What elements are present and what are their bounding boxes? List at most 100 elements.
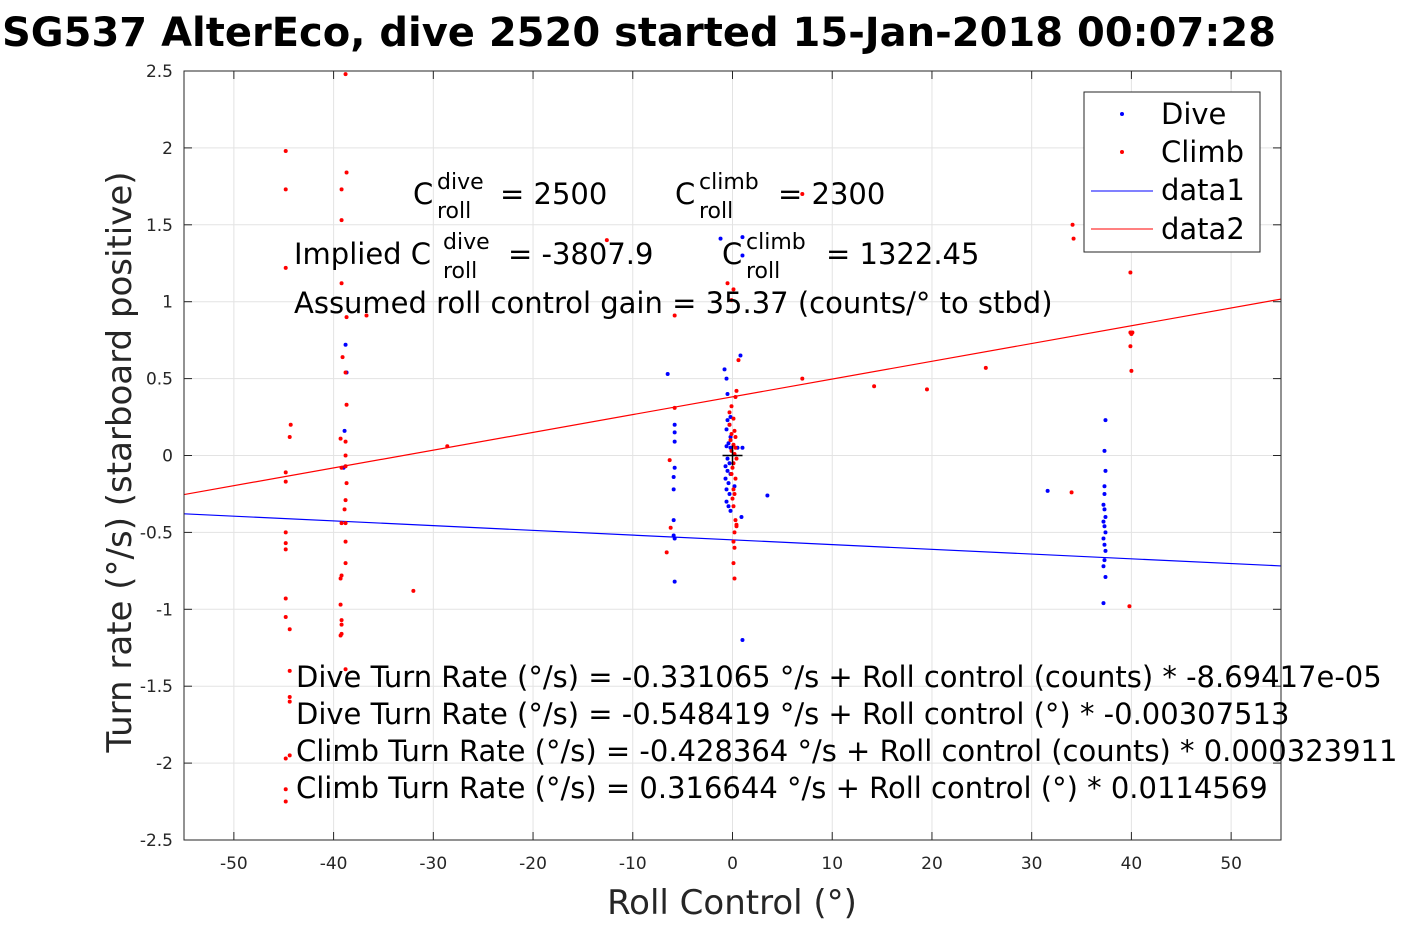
climb-point xyxy=(725,281,730,286)
x-tick-label: 20 xyxy=(921,854,943,874)
climb-point xyxy=(343,667,348,672)
climb-point xyxy=(338,436,343,441)
dive-point xyxy=(740,253,745,258)
dive-point xyxy=(723,476,728,481)
implied-climb-value: = 1322.45 xyxy=(826,237,979,271)
dive-point xyxy=(1101,536,1106,541)
climb-point xyxy=(732,428,737,433)
x-axis-label: Roll Control (°) xyxy=(607,883,857,923)
dive-point xyxy=(672,430,677,435)
equation-climb-counts: Climb Turn Rate (°/s) = -0.428364 °/s + … xyxy=(296,734,1397,768)
climb-point xyxy=(344,170,349,175)
c-climb-sub: roll xyxy=(699,199,733,224)
dive-point xyxy=(726,481,731,486)
x-tick-labels: -50 -40 -30 -20 -10 0 10 20 30 40 50 xyxy=(220,854,1242,874)
climb-point xyxy=(343,439,348,444)
climb-point xyxy=(733,435,738,440)
y-tick-label: 2.5 xyxy=(146,62,173,82)
climb-point xyxy=(668,525,673,530)
climb-point xyxy=(1070,222,1075,227)
dive-point xyxy=(1102,507,1107,512)
data-points xyxy=(283,72,1135,804)
climb-point xyxy=(283,787,288,792)
climb-point xyxy=(343,521,348,526)
plot-frame xyxy=(183,70,1282,841)
y-tick-label: 0.5 xyxy=(146,370,173,390)
climb-point xyxy=(734,524,739,529)
implied-climb-sup: climb xyxy=(746,230,806,255)
climb-point xyxy=(343,370,348,375)
dive-point xyxy=(726,441,731,446)
climb-point xyxy=(339,573,344,578)
y-tick-label: 1.5 xyxy=(146,216,173,236)
climb-point xyxy=(344,481,349,486)
climb-point xyxy=(339,218,344,223)
dive-point xyxy=(725,391,730,396)
dive-point xyxy=(1045,488,1050,493)
dive-point xyxy=(1101,519,1106,524)
climb-point xyxy=(732,491,737,496)
climb-point xyxy=(339,187,344,192)
c-climb-value: = 2300 xyxy=(778,177,885,211)
climb-point xyxy=(339,465,344,470)
dive-point xyxy=(671,475,676,480)
y-tick-label: -2 xyxy=(156,754,173,774)
climb-point xyxy=(733,445,738,450)
dive-point xyxy=(725,456,730,461)
c-dive-letter: C xyxy=(413,177,433,211)
dive-point xyxy=(1102,524,1107,529)
climb-point xyxy=(733,395,738,400)
climb-point xyxy=(732,576,737,581)
climb-point xyxy=(287,699,292,704)
y-tick-labels: -2.5 -2 -1.5 -1 -0.5 0 0.5 1 1.5 2 2.5 xyxy=(140,62,173,851)
legend-data1-label: data1 xyxy=(1161,173,1245,207)
climb-point xyxy=(283,148,288,153)
equation-dive-counts: Dive Turn Rate (°/s) = -0.331065 °/s + R… xyxy=(296,660,1382,694)
dive-point xyxy=(765,493,770,498)
x-tick-label: -30 xyxy=(419,854,447,874)
c-roll-dive-annotation: C dive roll = 2500 xyxy=(413,170,607,224)
legend-box xyxy=(1083,91,1261,253)
dive-point xyxy=(728,508,733,513)
y-tick-label: 2 xyxy=(162,139,173,159)
climb-point xyxy=(283,470,288,475)
dive-point xyxy=(1101,502,1106,507)
climb-point xyxy=(667,458,672,463)
dive-point xyxy=(724,499,729,504)
climb-point xyxy=(283,756,288,761)
dive-point xyxy=(726,504,731,509)
climb-point xyxy=(338,576,343,581)
climb-point xyxy=(732,545,737,550)
legend-climb-marker xyxy=(1120,150,1124,154)
c-dive-sub: roll xyxy=(437,199,471,224)
climb-point xyxy=(340,355,345,360)
climb-point xyxy=(339,281,344,286)
dive-point xyxy=(728,435,733,440)
implied-prefix: Implied C xyxy=(294,237,431,271)
dive-point xyxy=(728,415,733,420)
dive-point xyxy=(672,465,677,470)
dive-point xyxy=(738,353,743,358)
x-tick-label: -10 xyxy=(619,854,647,874)
climb-point xyxy=(288,422,293,427)
dive-point xyxy=(724,427,729,432)
legend: Dive Climb data1 data2 xyxy=(1083,91,1261,253)
climb-point xyxy=(672,405,677,410)
dive-point xyxy=(671,533,676,538)
climb-point xyxy=(729,298,734,303)
dive-point xyxy=(723,464,728,469)
climb-point xyxy=(283,596,288,601)
climb-point xyxy=(1071,236,1076,241)
legend-dive-marker xyxy=(1120,112,1124,116)
climb-point xyxy=(734,456,739,461)
climb-point xyxy=(983,365,988,370)
equation-climb-degrees: Climb Turn Rate (°/s) = 0.316644 °/s + R… xyxy=(296,771,1268,805)
dive-point xyxy=(727,461,732,466)
implied-c-roll-annotation: Implied C dive roll = -3807.9 C climb ro… xyxy=(294,230,979,284)
climb-point xyxy=(727,422,732,427)
y-axis-label: Turn rate (°/s) (starboard positive) xyxy=(100,171,140,753)
origin-cross-marker xyxy=(722,445,743,466)
dive-point xyxy=(1102,558,1107,563)
climb-point xyxy=(728,438,733,443)
